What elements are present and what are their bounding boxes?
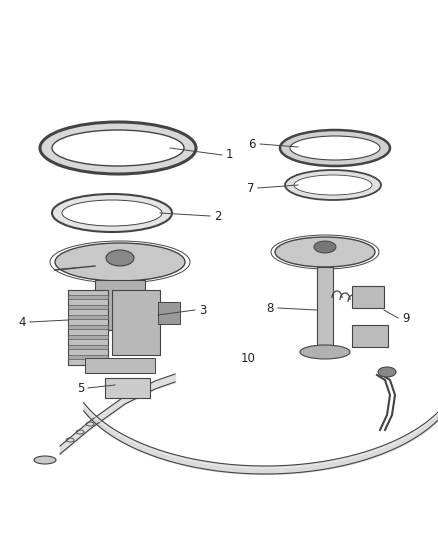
Bar	[68, 305, 108, 309]
Ellipse shape	[378, 367, 396, 377]
Bar	[105, 378, 150, 398]
Bar	[85, 358, 155, 373]
Ellipse shape	[275, 237, 375, 267]
Bar	[68, 345, 108, 349]
Bar	[158, 302, 180, 324]
Bar	[68, 315, 108, 319]
Ellipse shape	[55, 243, 185, 281]
Ellipse shape	[40, 122, 196, 174]
Ellipse shape	[52, 194, 172, 232]
Ellipse shape	[285, 170, 381, 200]
Text: 2: 2	[214, 209, 222, 222]
Ellipse shape	[280, 130, 390, 166]
Ellipse shape	[290, 136, 380, 160]
Bar	[68, 335, 108, 339]
Text: 3: 3	[199, 303, 206, 317]
Ellipse shape	[294, 175, 372, 195]
Polygon shape	[95, 280, 145, 330]
Text: 5: 5	[77, 382, 84, 394]
Bar	[68, 355, 108, 359]
Text: 8: 8	[267, 302, 274, 314]
Ellipse shape	[52, 130, 184, 166]
Ellipse shape	[62, 200, 162, 226]
Bar	[317, 267, 333, 352]
Text: 9: 9	[402, 311, 410, 325]
Bar	[68, 325, 108, 329]
Ellipse shape	[300, 345, 350, 359]
Bar	[68, 290, 108, 365]
Text: 6: 6	[248, 138, 256, 150]
Ellipse shape	[314, 241, 336, 253]
Bar	[68, 295, 108, 299]
Bar	[352, 325, 388, 347]
Bar	[352, 286, 384, 308]
Bar	[112, 290, 160, 355]
Text: 4: 4	[18, 316, 26, 328]
Text: 10: 10	[240, 351, 255, 365]
Ellipse shape	[34, 456, 56, 464]
Text: 1: 1	[226, 149, 233, 161]
Text: 7: 7	[247, 182, 254, 195]
Ellipse shape	[106, 250, 134, 266]
